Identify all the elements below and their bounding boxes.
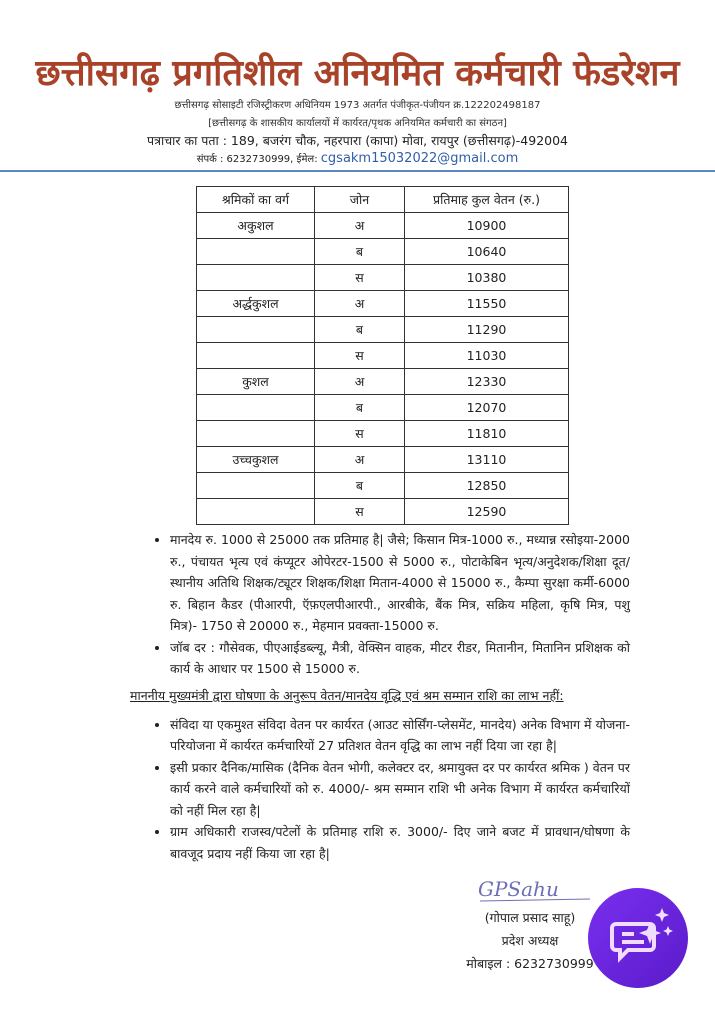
cell-zone: ब (314, 238, 405, 265)
cell-zone: अ (314, 212, 405, 239)
bullets-wages: मानदेय रु. 1000 से 25000 तक प्रतिमाह है|… (130, 529, 630, 680)
cell-salary: 11290 (404, 316, 569, 343)
cell-category: अर्द्धकुशल (196, 290, 315, 317)
cell-salary: 12850 (404, 472, 569, 499)
cell-category (196, 420, 315, 447)
section-heading: माननीय मुख्यमंत्री द्वारा घोषणा के अनुरू… (130, 687, 564, 703)
bullet-item: मानदेय रु. 1000 से 25000 तक प्रतिमाह है|… (170, 529, 630, 637)
wage-table: श्रमिकों का वर्ग जोन प्रतिमाह कुल वेतन (… (196, 186, 569, 525)
cell-zone: स (314, 420, 405, 447)
tagline: [छत्तीसगढ़ के शासकीय कार्यालयों में कार्… (208, 118, 507, 129)
cell-zone: ब (314, 316, 405, 343)
cell-salary: 10380 (404, 264, 569, 291)
cell-category (196, 394, 315, 421)
contact-line: संपर्क : 6232730999, ईमेल: cgsakm1503202… (0, 150, 715, 168)
signature-image: GPSahu (478, 877, 591, 902)
table-row: ब 11290 (196, 316, 569, 343)
contact-label: संपर्क : 6232730999, ईमेल: (196, 154, 318, 165)
ai-chat-sparkle-icon (610, 908, 673, 963)
ai-assistant-button[interactable] (588, 888, 688, 988)
cell-category (196, 498, 315, 525)
cell-category: अकुशल (196, 212, 315, 239)
cell-zone: स (314, 264, 405, 291)
cell-salary: 13110 (404, 446, 569, 473)
col-header-salary: प्रतिमाह कुल वेतन (रु.) (404, 186, 569, 213)
cell-zone: स (314, 498, 405, 525)
cell-salary: 12070 (404, 394, 569, 421)
cell-zone: अ (314, 368, 405, 395)
cell-category (196, 264, 315, 291)
cell-zone: स (314, 342, 405, 369)
cell-salary: 10900 (404, 212, 569, 239)
cell-salary: 12590 (404, 498, 569, 525)
table-row: अर्द्धकुशल अ 11550 (196, 290, 569, 317)
table-row: ब 12070 (196, 394, 569, 421)
table-row: ब 10640 (196, 238, 569, 265)
cell-salary: 11810 (404, 420, 569, 447)
cell-zone: अ (314, 446, 405, 473)
document-page: छत्तीसगढ़ प्रगतिशील अनियमित कर्मचारी फेड… (0, 0, 715, 995)
header-divider (0, 170, 715, 172)
cell-category (196, 342, 315, 369)
cell-zone: ब (314, 394, 405, 421)
table-row: कुशल अ 12330 (196, 368, 569, 395)
cell-salary: 12330 (404, 368, 569, 395)
cell-category: कुशल (196, 368, 315, 395)
cell-category: उच्चकुशल (196, 446, 315, 473)
table-row: स 12590 (196, 498, 569, 525)
cell-zone: अ (314, 290, 405, 317)
cell-category (196, 316, 315, 343)
signatory-name: (गोपाल प्रसाद साहू) (484, 910, 576, 925)
signatory-mobile: मोबाइल : 6232730999 (466, 956, 594, 971)
cell-salary: 10640 (404, 238, 569, 265)
cell-salary: 11550 (404, 290, 569, 317)
table-row: अकुशल अ 10900 (196, 212, 569, 239)
col-header-category: श्रमिकों का वर्ग (196, 186, 315, 213)
cell-category (196, 238, 315, 265)
signature-scribble: GPSahu (478, 877, 559, 901)
section: माननीय मुख्यमंत्री द्वारा घोषणा के अनुरू… (130, 684, 630, 865)
signatory-designation: प्रदेश अध्यक्ष (501, 933, 559, 948)
bullet-item: इसी प्रकार दैनिक/मासिक (दैनिक वेतन भोगी,… (170, 757, 630, 822)
table-row: स 11810 (196, 420, 569, 447)
bullet-item: जॉब दर : गौसेवक, पीएआईडब्ल्यू, मैत्री, व… (170, 637, 630, 680)
bullet-item: ग्राम अधिकारी राजस्व/पटेलों के प्रतिमाह … (170, 821, 630, 864)
cell-category (196, 472, 315, 499)
bullet-item: संविदा या एकमुश्त संविदा वेतन पर कार्यरत… (170, 714, 630, 757)
col-header-zone: जोन (314, 186, 405, 213)
address-line: पत्राचार का पता : 189, बजरंग चौक, नहरपार… (146, 133, 569, 148)
signatory-block: GPSahu (गोपाल प्रसाद साहू) प्रदेश अध्यक्… (450, 870, 610, 995)
org-title: छत्तीसगढ़ प्रगतिशील अनियमित कर्मचारी फेड… (35, 53, 680, 94)
table-row: स 10380 (196, 264, 569, 291)
table-row: स 11030 (196, 342, 569, 369)
cell-salary: 11030 (404, 342, 569, 369)
table-row: उच्चकुशल अ 13110 (196, 446, 569, 473)
cell-zone: ब (314, 472, 405, 499)
email-link[interactable]: cgsakm15032022@gmail.com (320, 151, 519, 166)
registration-line: छत्तीसगढ़ सोसाइटी रजिस्ट्रीकरण अधिनियम 1… (174, 100, 541, 111)
table-row: ब 12850 (196, 472, 569, 499)
